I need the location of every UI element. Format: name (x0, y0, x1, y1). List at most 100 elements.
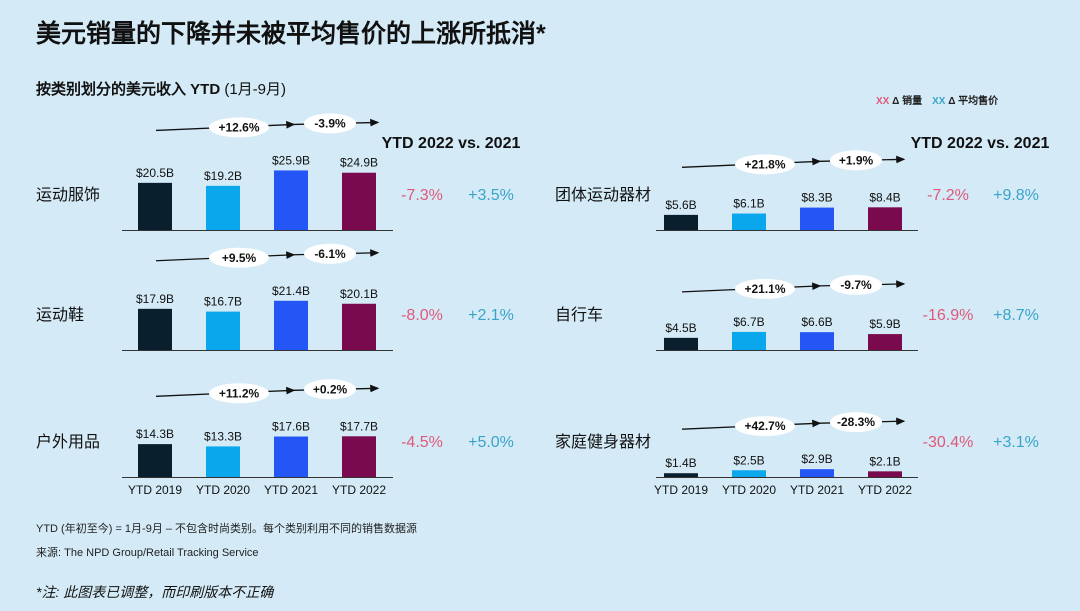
panel-4-volume-change: -7.2% (927, 187, 969, 204)
x-axis-label-col2-3: YTD 2021 (790, 483, 844, 497)
panel-2-bar-1-value-label: $17.9B (136, 292, 174, 306)
panel-6-bar-4 (868, 471, 902, 477)
panel-4-bar-4-value-label: $8.4B (869, 190, 900, 204)
comparison-header-1: YTD 2022 vs. 2021 (382, 135, 521, 152)
panel-5-bar-3-value-label: $6.6B (801, 315, 832, 329)
panel-5-bar-2 (732, 331, 766, 350)
panel-3-asp-change: +5.0% (468, 434, 514, 451)
panel-4-bar-3-value-label: $8.3B (801, 191, 832, 205)
panel-6-change-2019-2021-label: +42.7% (744, 419, 785, 433)
panel-2-change-2021-2022-bubble (304, 243, 356, 264)
panel-5-bar-2-value-label: $6.7B (733, 315, 764, 329)
panel-6-bar-2-value-label: $2.5B (733, 453, 764, 467)
panel-2-asp-change: +2.1% (468, 307, 514, 324)
panel-3-bar-3 (274, 436, 308, 477)
panel-2-change-2021-2022-label: -6.1% (314, 247, 346, 261)
panel-1-category-label: 运动服饰 (36, 186, 100, 204)
panel-3-volume-change: -4.5% (401, 434, 443, 451)
panel-5-bar-4 (868, 334, 902, 350)
panel-1-asp-change: +3.5% (468, 187, 514, 204)
legend-volume: XX Δ 销量 (876, 92, 922, 107)
footnote-source: 来源: The NPD Group/Retail Tracking Servic… (36, 547, 259, 559)
panel-3-bar-1 (138, 444, 172, 477)
panel-1-bar-2-value-label: $19.2B (204, 169, 242, 183)
legend-asp: XX Δ 平均售价 (932, 92, 998, 107)
panel-5-change-2019-2021-label: +21.1% (744, 282, 785, 296)
panel-2-bar-1 (138, 308, 172, 350)
subtitle-period: (1月-9月) (224, 81, 287, 98)
legend-volume-label: Δ 销量 (892, 96, 923, 107)
panel-2-bar-3-value-label: $21.4B (272, 284, 310, 298)
panel-4-change-2019-2021-label: +21.8% (744, 157, 785, 171)
panel-6-volume-change: -30.4% (923, 434, 974, 451)
panel-3-bar-4-value-label: $17.7B (340, 419, 378, 433)
panel-2-category-label: 运动鞋 (36, 306, 84, 324)
x-axis-label-col2-4: YTD 2022 (858, 483, 912, 497)
x-axis-label-col1-1: YTD 2019 (128, 483, 182, 497)
adjustment-note: *注: 此图表已调整，而印刷版本不正确 (36, 584, 274, 600)
panel-1-bar-1-value-label: $20.5B (136, 166, 174, 180)
panel-5-asp-change: +8.7% (993, 307, 1039, 324)
panel-1-change-2021-2022-bubble (304, 113, 356, 134)
panel-2-bar-3 (274, 300, 308, 350)
panel-3-bar-2-value-label: $13.3B (204, 429, 242, 443)
panel-6-bar-3 (800, 469, 834, 477)
panel-4-bar-4 (868, 207, 902, 230)
panel-3-change-2021-2022-label: +0.2% (313, 382, 348, 396)
legend-volume-marker: XX (876, 96, 890, 107)
panel-3-category-label: 户外用品 (36, 433, 100, 451)
footnote-definition: YTD (年初至今) = 1月-9月 – 不包含时尚类别。每个类别利用不同的销售… (36, 523, 418, 535)
panel-2-volume-change: -8.0% (401, 307, 443, 324)
legend-asp-marker: XX (932, 96, 946, 107)
panel-5-bar-1 (664, 337, 698, 350)
panel-6-category-label: 家庭健身器材 (555, 433, 651, 451)
panel-3-bar-3-value-label: $17.6B (272, 420, 310, 434)
panel-6-bar-2 (732, 470, 766, 477)
panel-4-bar-2 (732, 213, 766, 230)
panel-4-change-2021-2022-bubble (830, 150, 882, 171)
panel-1-bar-4 (342, 172, 376, 230)
x-axis-label-col2-1: YTD 2019 (654, 483, 708, 497)
panel-5-change-2019-2021-bubble (735, 278, 795, 299)
x-axis-label-col1-2: YTD 2020 (196, 483, 250, 497)
chart-subtitle: 按类别划分的美元收入 YTD (1月-9月) (36, 78, 286, 99)
comparison-header-2: YTD 2022 vs. 2021 (911, 135, 1050, 152)
panel-1-bar-1 (138, 182, 172, 230)
panel-5-change-2021-2022-label: -9.7% (840, 278, 872, 292)
panel-6-asp-change: +3.1% (993, 434, 1039, 451)
panel-3-change-2019-2021-bubble (209, 383, 269, 404)
panel-2-bar-4 (342, 303, 376, 350)
panel-6-bar-1 (664, 473, 698, 477)
panel-5-change-2021-2022-bubble (830, 274, 882, 295)
panel-2-change-2019-2021-label: +9.5% (222, 251, 257, 265)
x-axis-label-col2-2: YTD 2020 (722, 483, 776, 497)
panel-1-bar-3 (274, 170, 308, 230)
panel-4-asp-change: +9.8% (993, 187, 1039, 204)
subtitle-main: 按类别划分的美元收入 YTD (36, 81, 221, 98)
panel-3-bar-1-value-label: $14.3B (136, 427, 174, 441)
x-axis-label-col1-3: YTD 2021 (264, 483, 318, 497)
panel-1-change-2019-2021-label: +12.6% (218, 120, 259, 134)
panel-6-bar-4-value-label: $2.1B (869, 454, 900, 468)
panel-6-change-2021-2022-bubble (830, 412, 882, 433)
panel-5-category-label: 自行车 (555, 306, 603, 324)
panel-4-change-2021-2022-label: +1.9% (839, 153, 874, 167)
panel-4-category-label: 团体运动器材 (555, 186, 651, 204)
panel-4-bar-2-value-label: $6.1B (733, 197, 764, 211)
panel-4-change-2019-2021-bubble (735, 154, 795, 175)
page-title: 美元销量的下降并未被平均售价的上涨所抵消* (36, 20, 546, 48)
panel-3-bar-2 (206, 446, 240, 477)
panel-1-volume-change: -7.3% (401, 187, 443, 204)
x-axis-label-col1-4: YTD 2022 (332, 483, 386, 497)
legend-asp-label: Δ 平均售价 (948, 96, 999, 107)
panel-3-change-2021-2022-bubble (304, 379, 356, 400)
panel-5-bar-1-value-label: $4.5B (665, 321, 696, 335)
panel-3-bar-4 (342, 436, 376, 477)
panel-1-change-2021-2022-label: -3.9% (314, 116, 346, 130)
panel-2-bar-2 (206, 311, 240, 350)
legend: XX Δ 销量 XX Δ 平均售价 (876, 92, 998, 107)
panel-1-bar-2 (206, 185, 240, 230)
panel-5-bar-3 (800, 332, 834, 350)
panel-1-bar-3-value-label: $25.9B (272, 153, 310, 167)
